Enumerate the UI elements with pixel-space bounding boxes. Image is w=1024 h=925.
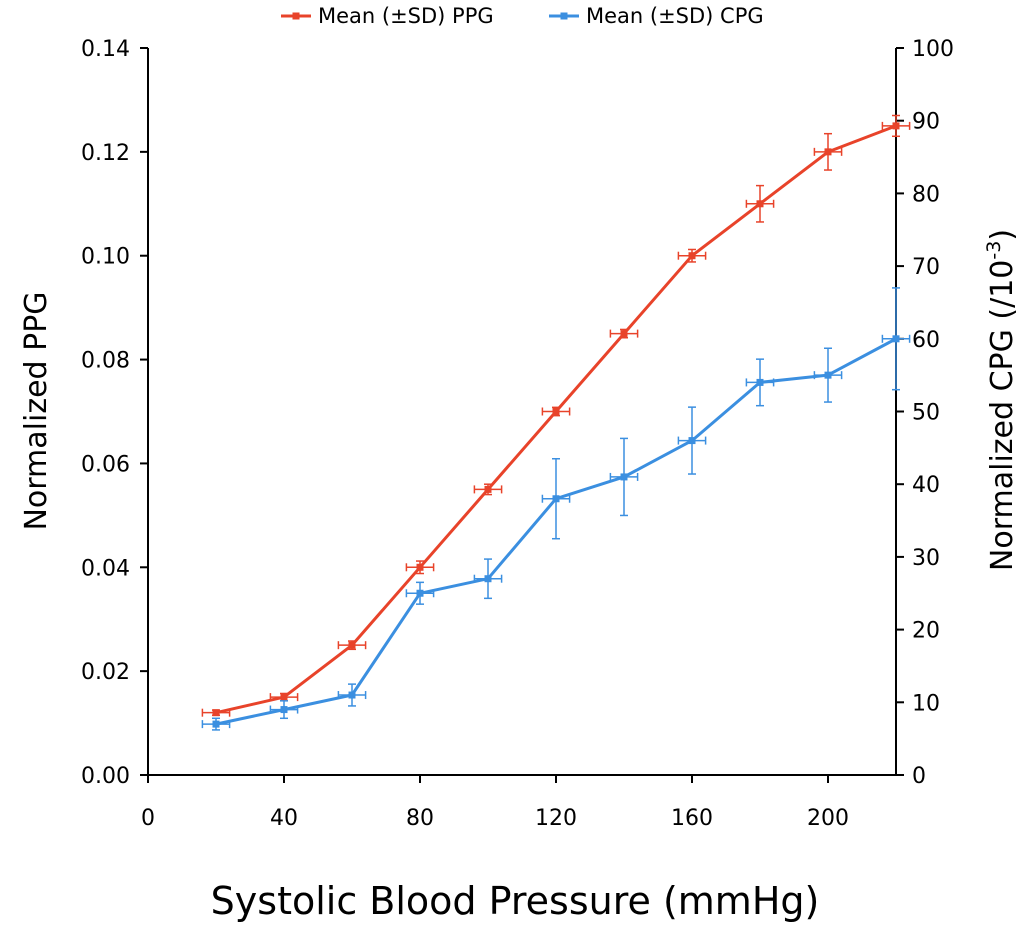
legend-label-ppg: Mean (±SD) PPG <box>318 4 494 28</box>
data-point-cpg <box>212 720 220 728</box>
left-tick-label: 0.04 <box>81 556 130 581</box>
data-point-ppg <box>280 693 288 701</box>
right-tick-label: 60 <box>912 328 940 353</box>
right-axis-title-main: Normalized CPG (/10 <box>985 260 1020 571</box>
series-ppg <box>201 114 911 717</box>
data-point-cpg <box>348 691 356 699</box>
left-tick-label: 0.12 <box>81 141 130 166</box>
x-axis-title: Systolic Blood Pressure (mmHg) <box>211 879 820 923</box>
legend-label-cpg: Mean (±SD) CPG <box>586 4 764 28</box>
right-tick-label: 80 <box>912 182 940 207</box>
x-tick-label: 200 <box>807 806 849 831</box>
left-axis-ticks: 0.00 0.02 0.04 0.06 0.08 0.10 0.12 0.14 <box>81 37 148 789</box>
legend-item-ppg: Mean (±SD) PPG <box>281 4 494 28</box>
right-axis-title-exponent: -3 <box>983 241 1005 260</box>
data-point-cpg <box>824 371 832 379</box>
data-point-ppg <box>348 641 356 649</box>
right-tick-label: 100 <box>912 37 954 62</box>
data-point-cpg <box>484 575 492 583</box>
data-point-ppg <box>212 709 220 717</box>
data-point-ppg <box>688 252 696 260</box>
right-tick-label: 0 <box>912 764 926 789</box>
right-axis-ticks: 0 10 20 30 40 50 60 70 80 90 100 <box>896 37 954 789</box>
series-layer <box>201 114 911 731</box>
right-tick-label: 20 <box>912 619 940 644</box>
data-point-cpg <box>416 589 424 597</box>
data-point-ppg <box>892 122 900 130</box>
data-point-cpg <box>756 378 764 386</box>
x-tick-label: 120 <box>535 806 577 831</box>
right-tick-label: 90 <box>912 110 940 135</box>
data-point-cpg <box>688 437 696 445</box>
x-axis-ticks: 0 40 80 120 160 200 <box>141 775 849 831</box>
right-axis-title: Normalized CPG (/10-3) <box>983 229 1020 571</box>
left-tick-label: 0.02 <box>81 660 130 685</box>
left-axis-title: Normalized PPG <box>19 291 54 530</box>
left-tick-label: 0.06 <box>81 452 130 477</box>
right-tick-label: 30 <box>912 546 940 571</box>
left-tick-label: 0.14 <box>81 37 130 62</box>
data-point-ppg <box>484 485 492 493</box>
x-tick-label: 80 <box>406 806 434 831</box>
series-cpg <box>201 287 911 731</box>
right-tick-label: 40 <box>912 473 940 498</box>
data-point-ppg <box>756 200 764 208</box>
legend-marker-cpg <box>560 12 568 20</box>
left-tick-label: 0.10 <box>81 245 130 270</box>
data-point-ppg <box>552 408 560 415</box>
legend: Mean (±SD) PPG Mean (±SD) CPG <box>281 4 764 28</box>
data-point-cpg <box>552 495 560 503</box>
x-tick-label: 160 <box>671 806 713 831</box>
data-point-cpg <box>892 335 900 343</box>
data-point-ppg <box>416 563 424 571</box>
x-tick-label: 40 <box>270 806 298 831</box>
data-point-cpg <box>620 473 628 481</box>
data-point-ppg <box>824 148 832 156</box>
legend-item-cpg: Mean (±SD) CPG <box>549 4 764 28</box>
right-tick-label: 70 <box>912 255 940 280</box>
data-point-cpg <box>280 706 288 714</box>
right-tick-label: 10 <box>912 691 940 716</box>
right-axis-title-close: ) <box>985 229 1020 241</box>
legend-marker-ppg <box>292 12 300 20</box>
x-tick-label: 0 <box>141 806 155 831</box>
series-line-ppg <box>215 124 897 715</box>
left-tick-label: 0.08 <box>81 349 130 374</box>
left-tick-label: 0.00 <box>81 764 130 789</box>
right-tick-label: 50 <box>912 401 940 426</box>
data-point-ppg <box>620 330 628 338</box>
